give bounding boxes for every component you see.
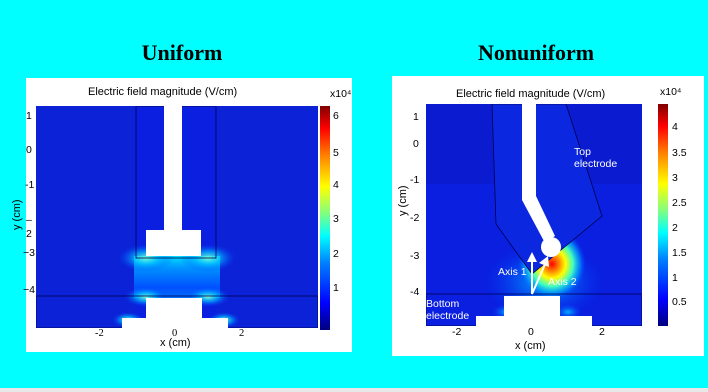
nonuniform-colorbar-tick: 1 xyxy=(672,272,678,284)
nonuniform-colorbar-tick: 3.5 xyxy=(672,147,687,159)
uniform-x-tick: -2 xyxy=(95,328,104,339)
nonuniform-colorbar-tick: 3 xyxy=(672,172,678,184)
nonuniform-y-tick: -4 xyxy=(410,286,420,298)
uniform-plot-title: Electric field magnitude (V/cm) xyxy=(88,86,238,98)
nonuniform-colorbar xyxy=(658,104,668,326)
nonuniform-bottom-electrode-base xyxy=(476,316,592,326)
axis2-arrow xyxy=(531,261,547,295)
axis2-arrowhead xyxy=(539,256,549,267)
uniform-top-electrode-rod xyxy=(164,106,182,230)
uniform-colorbar-tick: 3 xyxy=(333,213,339,225)
nonuniform-colorbar-tick: 4 xyxy=(672,121,678,133)
nonuniform-x-tick: 0 xyxy=(528,326,534,338)
uniform-y-tick: – xyxy=(26,214,32,226)
uniform-colorbar-exponent: x10⁴ xyxy=(330,88,352,100)
nonuniform-y-tick: -3 xyxy=(410,250,420,262)
uniform-colorbar-tick: 2 xyxy=(333,248,339,260)
uniform-y-tick: 0 xyxy=(26,144,32,156)
uniform-y-tick: 1 xyxy=(26,110,32,122)
nonuniform-colorbar-tick: 2 xyxy=(672,222,678,234)
uniform-y-axis-label: y (cm) xyxy=(11,199,23,230)
uniform-x-axis-label: x (cm) xyxy=(160,337,191,349)
nonuniform-colorbar-tick: 2.5 xyxy=(672,197,687,209)
top-electrode-label: Top electrode xyxy=(574,146,618,170)
uniform-y-tick: 2 xyxy=(26,228,32,240)
nonuniform-field-image xyxy=(426,104,642,326)
nonuniform-figure: Electric field magnitude (V/cm) xyxy=(392,76,704,356)
axis1-label: Axis 1 xyxy=(498,266,527,278)
uniform-field-plot xyxy=(36,106,318,328)
nonuniform-top-electrode-tip xyxy=(541,237,561,257)
uniform-figure: Electric field magnitude (V/cm) xyxy=(11,78,352,352)
nonuniform-top-electrode-rod xyxy=(522,104,555,243)
uniform-y-tick: -1 xyxy=(25,179,35,191)
nonuniform-bottom-electrode-plate xyxy=(504,296,560,316)
nonuniform-x-tick: -2 xyxy=(452,326,462,338)
uniform-bottom-electrode-plate xyxy=(146,298,202,318)
uniform-field-image xyxy=(36,106,318,328)
uniform-y-tick: −4 xyxy=(23,284,35,296)
nonuniform-heading: Nonuniform xyxy=(477,40,595,65)
nonuniform-colorbar-tick: 1.5 xyxy=(672,247,687,259)
nonuniform-y-axis-label: y (cm) xyxy=(397,185,409,216)
uniform-colorbar-tick: 4 xyxy=(333,179,339,191)
uniform-x-tick: 0 xyxy=(172,328,178,339)
nonuniform-y-tick: 1 xyxy=(413,111,419,123)
axis2-label: Axis 2 xyxy=(548,276,577,288)
uniform-colorbar xyxy=(320,106,330,330)
uniform-top-electrode-plate xyxy=(146,230,201,256)
nonuniform-field-plot xyxy=(426,104,642,326)
nonuniform-y-tick: -2 xyxy=(410,212,420,224)
nonuniform-plot-title: Electric field magnitude (V/cm) xyxy=(456,88,606,100)
uniform-y-tick: −3 xyxy=(23,247,35,259)
uniform-colorbar-tick: 5 xyxy=(333,147,339,159)
bottom-electrode-label: Bottom electrode xyxy=(426,298,470,322)
nonuniform-x-tick: 2 xyxy=(599,326,605,338)
nonuniform-colorbar-exponent: x10⁴ xyxy=(660,86,682,98)
uniform-colorbar-tick: 6 xyxy=(333,110,339,122)
uniform-bottom-electrode-base xyxy=(122,318,228,328)
axis1-arrowhead xyxy=(527,252,537,262)
nonuniform-x-axis-label: x (cm) xyxy=(515,340,546,352)
nonuniform-colorbar-tick: 0.5 xyxy=(672,296,687,308)
uniform-colorbar-tick: 1 xyxy=(333,282,339,294)
uniform-heading: Uniform xyxy=(141,40,223,65)
nonuniform-y-tick: -1 xyxy=(410,174,420,186)
uniform-x-tick: 2 xyxy=(239,328,245,339)
nonuniform-y-tick: 0 xyxy=(413,138,419,150)
